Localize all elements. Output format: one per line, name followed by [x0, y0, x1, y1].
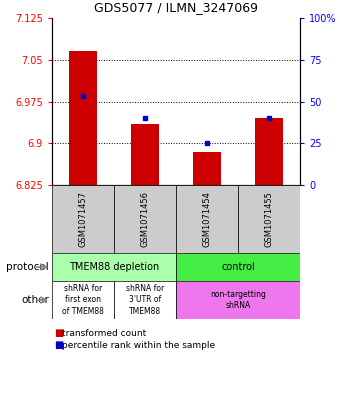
Text: percentile rank within the sample: percentile rank within the sample — [62, 340, 215, 349]
Bar — [114, 281, 176, 319]
Text: transformed count: transformed count — [62, 329, 146, 338]
Text: GDS5077 / ILMN_3247069: GDS5077 / ILMN_3247069 — [94, 2, 258, 15]
Text: shRNA for
first exon
of TMEM88: shRNA for first exon of TMEM88 — [62, 285, 104, 316]
Bar — [176, 281, 300, 319]
Bar — [52, 281, 114, 319]
Bar — [238, 185, 300, 253]
Text: GSM1071455: GSM1071455 — [265, 191, 273, 247]
Text: TMEM88 depletion: TMEM88 depletion — [69, 262, 159, 272]
Bar — [131, 124, 159, 185]
Bar — [176, 253, 300, 281]
Bar — [114, 185, 176, 253]
Bar — [255, 118, 283, 185]
Bar — [176, 185, 238, 253]
Text: control: control — [221, 262, 255, 272]
Bar — [52, 185, 114, 253]
Text: protocol: protocol — [6, 262, 49, 272]
Text: ■: ■ — [54, 328, 63, 338]
Text: other: other — [21, 295, 49, 305]
Text: ■: ■ — [54, 340, 63, 350]
Bar — [69, 51, 97, 185]
Bar — [193, 152, 221, 185]
Text: GSM1071457: GSM1071457 — [79, 191, 87, 247]
Text: shRNA for
3'UTR of
TMEM88: shRNA for 3'UTR of TMEM88 — [126, 285, 164, 316]
Bar — [52, 253, 176, 281]
Text: GSM1071454: GSM1071454 — [203, 191, 211, 247]
Text: GSM1071456: GSM1071456 — [140, 191, 150, 247]
Text: non-targetting
shRNA: non-targetting shRNA — [210, 290, 266, 310]
